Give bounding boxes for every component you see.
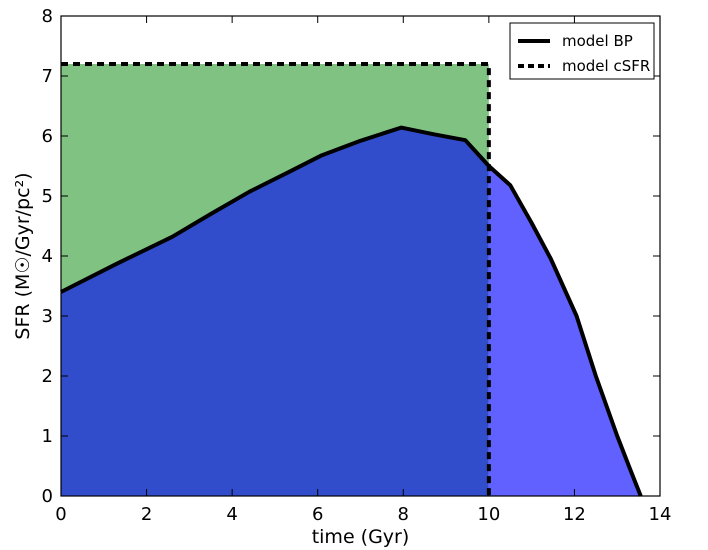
legend: model BP model cSFR [509,22,655,80]
legend-box [509,22,655,80]
x-tick-label: 10 [477,504,500,525]
y-tick-label: 5 [42,186,53,207]
x-tick-label: 14 [649,504,672,525]
series-lines [60,62,643,497]
y-tick-label: 3 [42,306,53,327]
y-tick-label: 2 [42,366,53,387]
y-tick-label: 4 [42,246,53,267]
series-line-model-bp [60,125,643,497]
y-tick-labels: 0 1 2 3 4 5 6 7 8 [42,6,53,507]
y-tick-label: 8 [42,6,53,27]
x-tick-labels: 0 2 4 6 8 10 12 14 [55,504,671,525]
area-fills [61,64,641,496]
x-tick-label: 0 [55,504,66,525]
legend-label-model-csfr: model cSFR [562,57,650,75]
x-axis-label: time (Gyr) [312,526,410,548]
y-tick-label: 0 [42,486,53,507]
area-bp-before-cutoff [61,127,489,496]
legend-label-model-bp: model BP [562,32,633,50]
y-axis-label: SFR (M☉/Gyr/pc²) [12,172,34,339]
y-tick-label: 7 [42,66,53,87]
area-bp-after-cutoff [488,166,641,496]
x-tick-label: 6 [312,504,323,525]
y-tick-label: 1 [42,426,53,447]
x-tick-label: 8 [398,504,409,525]
x-tick-label: 12 [563,504,586,525]
x-tick-label: 4 [226,504,237,525]
y-tick-label: 6 [42,126,53,147]
x-tick-label: 2 [141,504,152,525]
plot-frame [60,15,661,497]
